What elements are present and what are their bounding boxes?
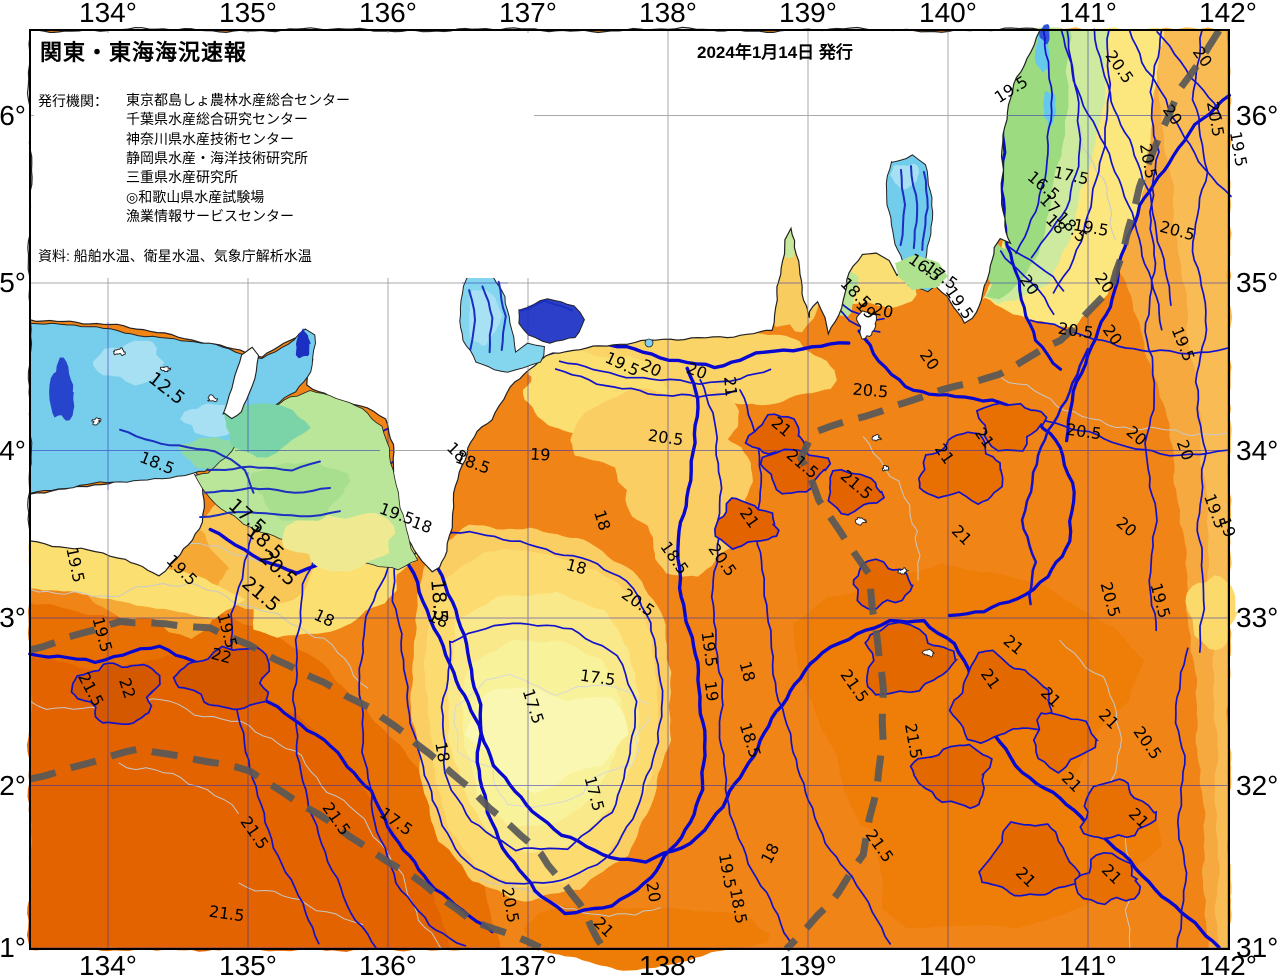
axis-label: 140° [919,0,977,28]
svg-text:20: 20 [642,880,664,903]
svg-text:19: 19 [701,680,723,703]
axis-label: 141° [1059,950,1117,980]
data-source: 資料: 船舶水温、衛星水温、気象庁解析水温 [38,248,312,265]
axis-label: 139° [779,950,837,980]
axis-label: 36° [1236,99,1279,131]
svg-text:21.5: 21.5 [208,902,246,926]
svg-text:20.5: 20.5 [1065,420,1103,444]
svg-text:21: 21 [720,376,741,398]
axis-label: 35° [0,267,26,298]
svg-text:18.5: 18.5 [426,578,452,622]
org-item: 東京都島しょ農林水産総合センター [126,92,350,108]
axis-label: 137° [499,0,557,28]
axis-label: 136° [359,950,417,980]
axis-label: 139° [779,0,837,28]
axis-label: 31° [1236,932,1279,963]
axis-label: 32° [1236,769,1279,801]
orgs-label: 発行機関： [38,93,108,109]
axis-label: 34° [0,434,26,466]
axis-label: 36° [0,99,26,131]
svg-text:17.5: 17.5 [579,666,617,690]
axis-label: 33° [0,602,26,633]
svg-text:18: 18 [431,740,453,763]
axis-label: 135° [219,950,277,980]
svg-text:18: 18 [736,659,760,684]
axis-label: 33° [1236,602,1279,633]
axis-label: 140° [919,950,977,980]
svg-text:18: 18 [564,555,589,579]
axis-label: 32° [0,769,26,801]
svg-text:22: 22 [209,644,234,668]
svg-text:20.5: 20.5 [647,426,685,450]
svg-text:20.5: 20.5 [852,380,889,402]
axis-label: 138° [639,950,697,980]
org-item: 千葉県水産総合研究センター [126,111,308,128]
axis-label: 138° [639,0,697,28]
org-item: 静岡県水産・海洋技術研究所 [126,149,308,166]
axis-label: 134° [79,0,137,28]
axis-label: 31° [0,932,26,963]
axis-label: 141° [1059,0,1117,28]
org-item: 三重県水産研究所 [126,169,238,186]
axis-label: 134° [79,950,137,980]
axis-label: 136° [359,0,417,28]
report-title: 関東・東海海況速報 [40,40,248,65]
axis-label: 135° [219,0,277,28]
org-item: 神奈川県水産技術センター [126,130,294,147]
axis-label: 142° [1199,0,1257,28]
axis-label: 142° [1199,950,1257,980]
org-item: ◎和歌山県水産試験場 [126,188,265,205]
svg-text:20.5: 20.5 [1057,319,1095,343]
org-item: 漁業情報サービスセンター [126,207,294,224]
svg-text:19.5: 19.5 [698,630,722,668]
issue-date: 2024年1月14日 発行 [697,43,853,62]
axis-label: 34° [1236,434,1279,466]
svg-text:19: 19 [530,444,551,464]
report-header: 関東・東海海況速報 発行機関： 東京都島しょ農林水産総合センター 千葉県水産総合研… [34,33,534,279]
axis-label: 137° [499,950,557,980]
axis-label: 35° [1236,267,1279,298]
svg-text:20: 20 [871,299,895,322]
org-list: 東京都島しょ農林水産総合センター 千葉県水産総合研究センター 神奈川県水産技術センタ… [126,91,350,226]
